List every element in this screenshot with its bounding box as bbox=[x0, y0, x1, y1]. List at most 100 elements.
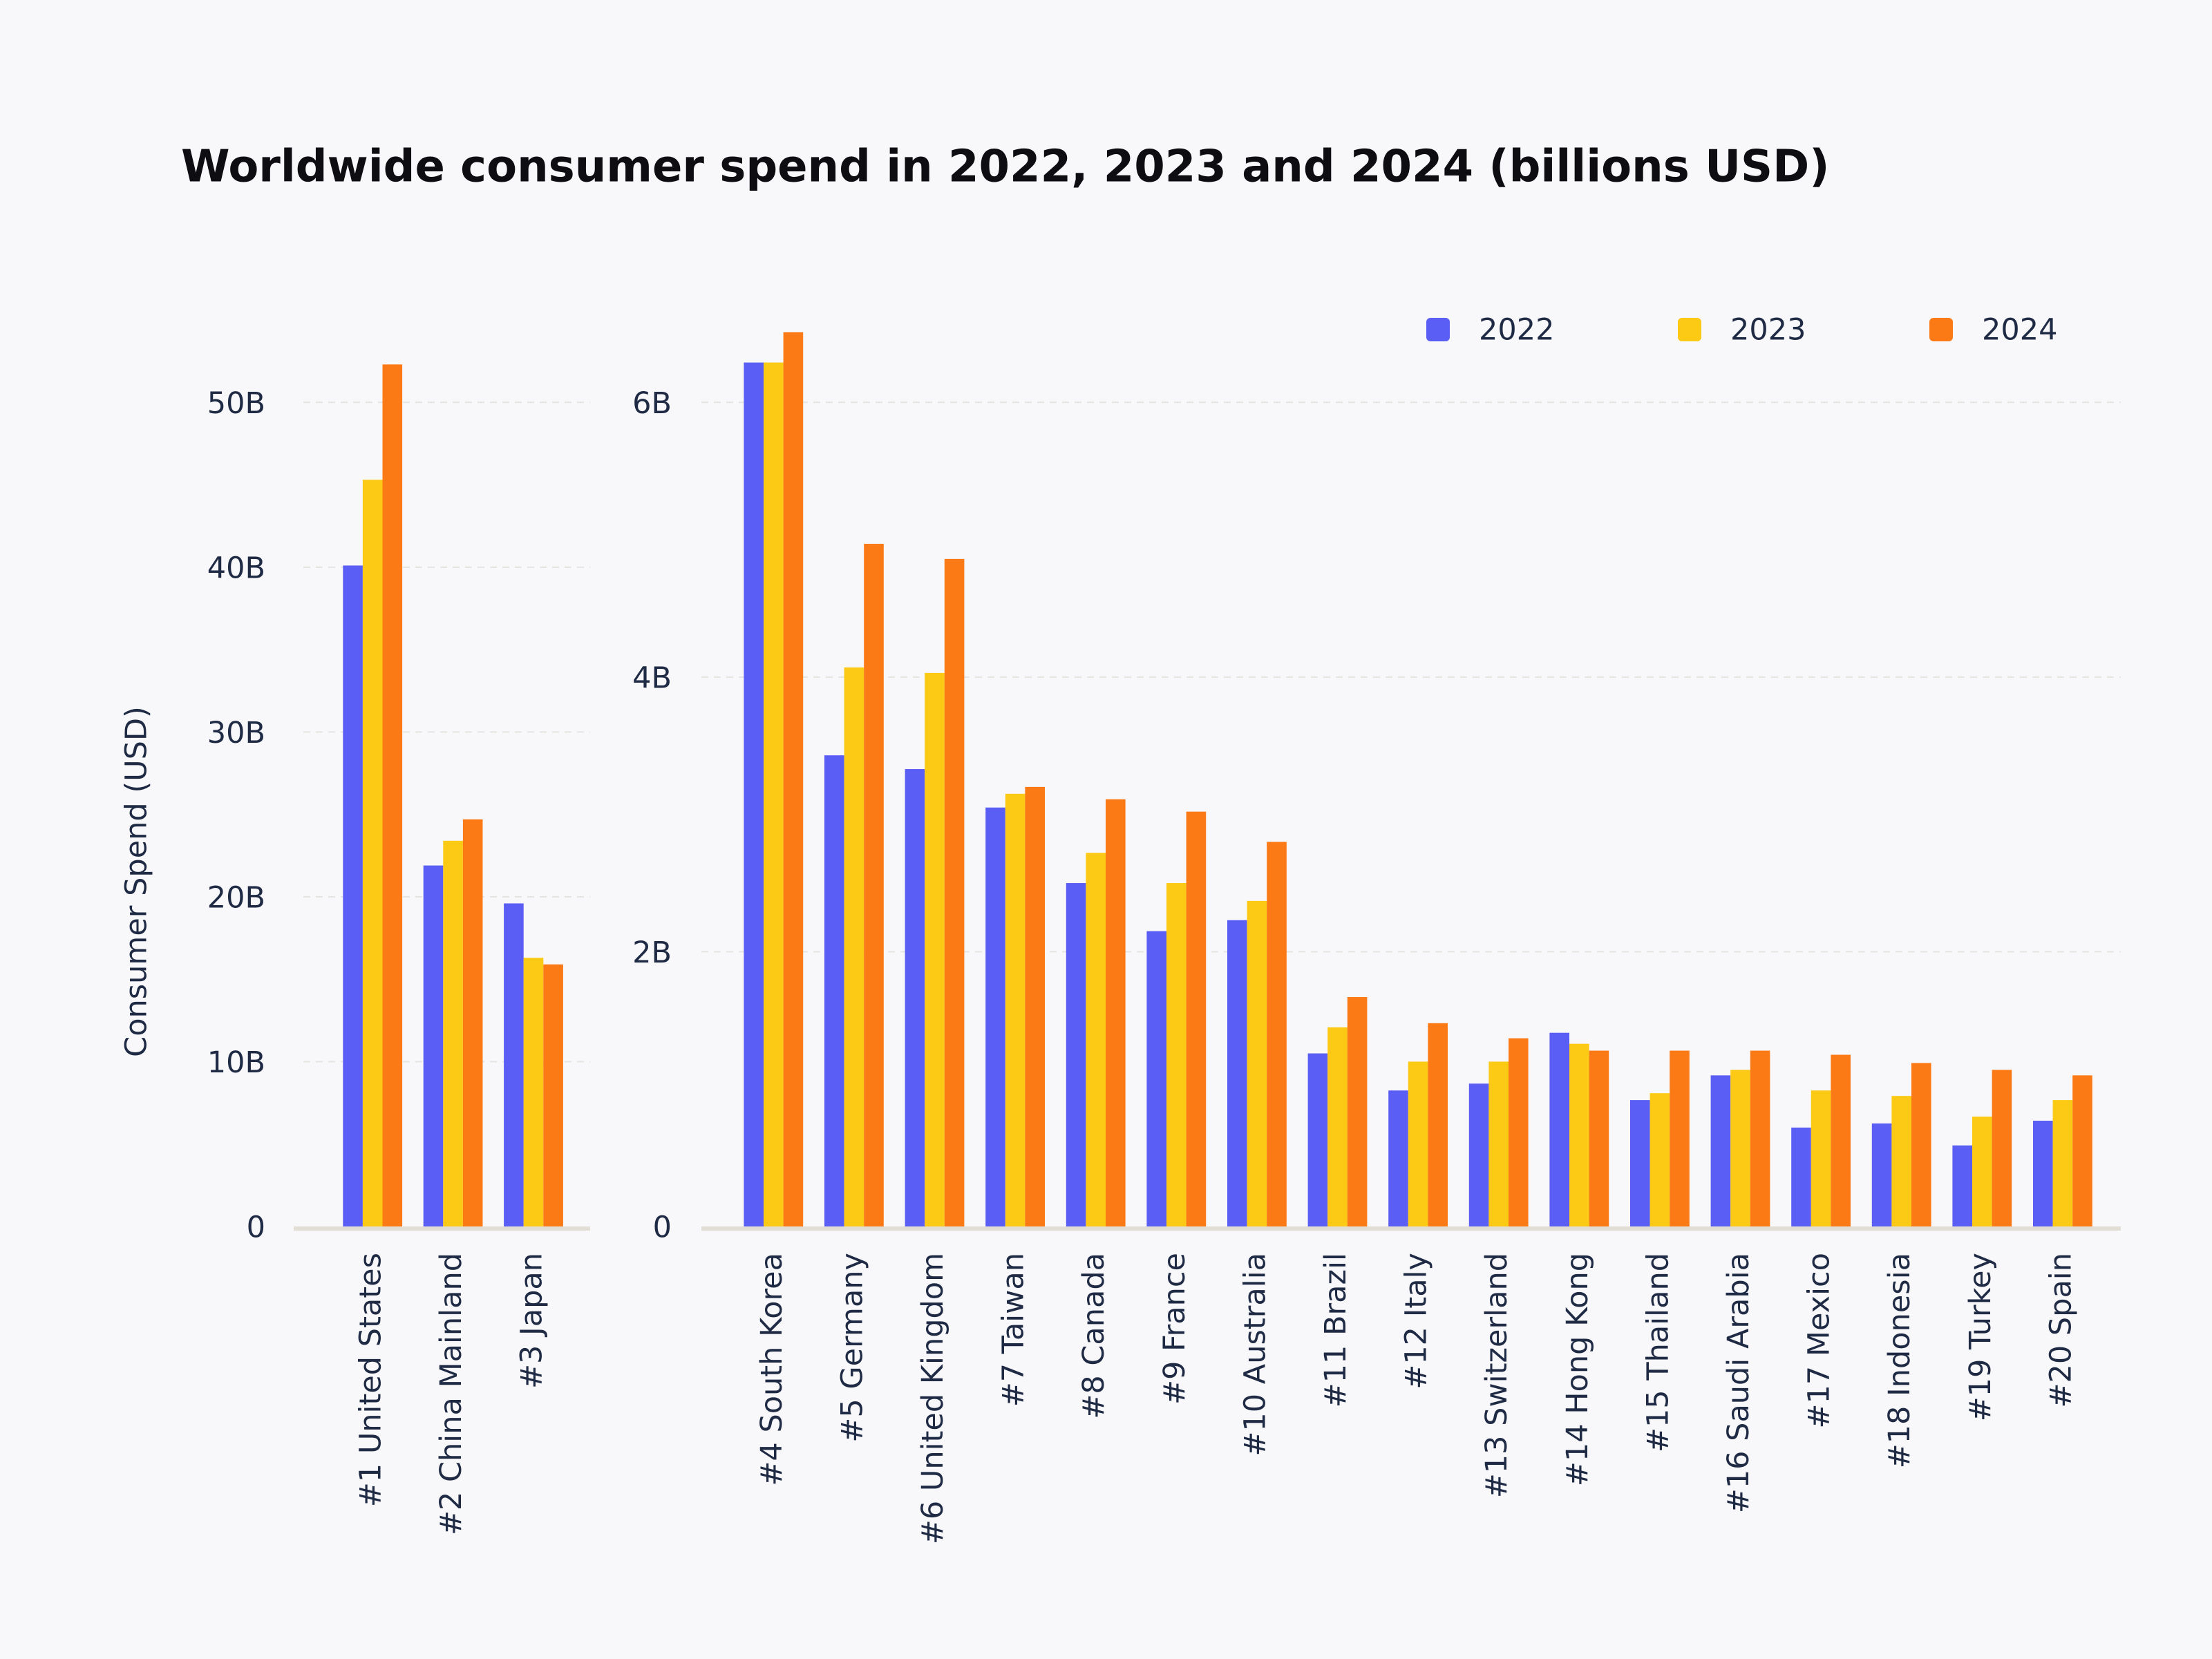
x-tick-label: #11 Brazil bbox=[1318, 1253, 1353, 1407]
bar bbox=[1891, 1096, 1911, 1226]
bar bbox=[783, 332, 804, 1227]
bar bbox=[1347, 997, 1368, 1226]
bar bbox=[1146, 931, 1166, 1226]
bar bbox=[382, 364, 403, 1227]
x-tick-label: #8 Canada bbox=[1077, 1253, 1111, 1419]
legend-label: 2024 bbox=[1982, 313, 2057, 348]
bar bbox=[1005, 793, 1025, 1226]
bar bbox=[1569, 1043, 1589, 1226]
x-tick-label: #5 Germany bbox=[835, 1253, 869, 1443]
bar bbox=[1791, 1127, 1811, 1226]
bar bbox=[1730, 1070, 1750, 1226]
bar bbox=[925, 672, 945, 1226]
bar bbox=[944, 558, 965, 1226]
bar bbox=[844, 667, 864, 1226]
bar bbox=[1267, 842, 1287, 1226]
bar bbox=[744, 362, 764, 1226]
y-tick-label: 0 bbox=[247, 1211, 265, 1245]
x-tick-label: #16 Saudi Arabia bbox=[1721, 1253, 1756, 1513]
bar bbox=[1468, 1083, 1489, 1226]
x-tick-label: #9 France bbox=[1157, 1253, 1192, 1405]
bar bbox=[1086, 853, 1106, 1226]
legend-label: 2023 bbox=[1730, 313, 1806, 348]
chart-title: Worldwide consumer spend in 2022, 2023 a… bbox=[181, 142, 1830, 193]
bar bbox=[523, 958, 544, 1226]
bar bbox=[1227, 920, 1247, 1226]
legend-swatch bbox=[1929, 318, 1953, 341]
bar bbox=[1388, 1090, 1408, 1226]
bar bbox=[1488, 1061, 1509, 1226]
bar bbox=[343, 565, 363, 1226]
bar bbox=[905, 769, 925, 1226]
bar bbox=[1428, 1023, 1448, 1226]
bar bbox=[1911, 1063, 1931, 1226]
bar bbox=[764, 362, 784, 1226]
x-tick-label: #4 South Korea bbox=[755, 1253, 789, 1486]
bar bbox=[1327, 1027, 1348, 1226]
bar bbox=[462, 819, 483, 1226]
bar bbox=[1670, 1050, 1690, 1226]
x-tick-label: #6 United Kingdom bbox=[916, 1253, 950, 1544]
bar bbox=[443, 840, 463, 1226]
x-tick-label: #13 Switzerland bbox=[1480, 1253, 1514, 1498]
x-tick-label: #14 Hong Kong bbox=[1560, 1253, 1595, 1486]
y-tick-label: 20B bbox=[207, 880, 265, 915]
y-tick-label: 50B bbox=[207, 386, 265, 421]
x-tick-label: #12 Italy bbox=[1399, 1253, 1434, 1390]
legend-swatch bbox=[1678, 318, 1701, 341]
x-tick-label: #18 Indonesia bbox=[1882, 1253, 1917, 1468]
x-tick-label: #7 Taiwan bbox=[996, 1253, 1031, 1407]
bar bbox=[1871, 1123, 1892, 1226]
x-tick-label: #15 Thailand bbox=[1641, 1253, 1675, 1452]
x-tick-label: #17 Mexico bbox=[1802, 1253, 1837, 1429]
bar bbox=[1106, 799, 1126, 1226]
y-tick-label: 4B bbox=[632, 661, 672, 695]
bar bbox=[1710, 1075, 1731, 1226]
bar bbox=[1408, 1061, 1428, 1226]
bar bbox=[1630, 1100, 1650, 1226]
bar bbox=[1649, 1093, 1670, 1226]
x-tick-label: #20 Spain bbox=[2043, 1253, 2078, 1408]
bar bbox=[1186, 811, 1207, 1226]
bar bbox=[1307, 1053, 1328, 1226]
bar bbox=[1509, 1038, 1529, 1226]
legend-label: 2022 bbox=[1479, 313, 1554, 348]
legend-swatch bbox=[1426, 318, 1450, 341]
bar bbox=[1952, 1145, 1972, 1226]
bar bbox=[1831, 1054, 1851, 1226]
bar bbox=[543, 964, 563, 1226]
bar bbox=[1750, 1050, 1770, 1226]
bar bbox=[1992, 1070, 2012, 1226]
x-tick-label: #1 United States bbox=[354, 1253, 388, 1507]
bar bbox=[1066, 883, 1086, 1226]
bar bbox=[504, 903, 524, 1226]
bar bbox=[985, 807, 1005, 1226]
bar bbox=[1166, 883, 1187, 1226]
y-tick-label: 10B bbox=[207, 1045, 265, 1080]
bar bbox=[2033, 1120, 2053, 1226]
bar bbox=[1811, 1090, 1831, 1226]
bar bbox=[824, 755, 844, 1226]
y-axis-label: Consumer Spend (USD) bbox=[120, 706, 154, 1057]
y-tick-label: 30B bbox=[207, 716, 265, 750]
x-tick-label: #2 China Mainland bbox=[434, 1253, 469, 1535]
bar bbox=[1972, 1116, 1992, 1226]
y-tick-label: 6B bbox=[632, 386, 672, 421]
bar bbox=[362, 480, 383, 1226]
y-tick-label: 40B bbox=[207, 551, 265, 585]
x-tick-label: #10 Australia bbox=[1238, 1253, 1272, 1457]
x-tick-label: #3 Japan bbox=[515, 1253, 549, 1389]
bar bbox=[1589, 1050, 1609, 1226]
bar bbox=[2072, 1075, 2092, 1226]
bar bbox=[864, 544, 884, 1226]
bar bbox=[423, 865, 444, 1226]
bar bbox=[1549, 1032, 1569, 1226]
x-tick-label: #19 Turkey bbox=[1963, 1253, 1998, 1421]
y-tick-label: 2B bbox=[632, 936, 672, 970]
bar bbox=[1025, 786, 1045, 1226]
bar bbox=[1247, 900, 1267, 1226]
bar bbox=[2052, 1100, 2073, 1226]
y-tick-label: 0 bbox=[653, 1211, 672, 1245]
